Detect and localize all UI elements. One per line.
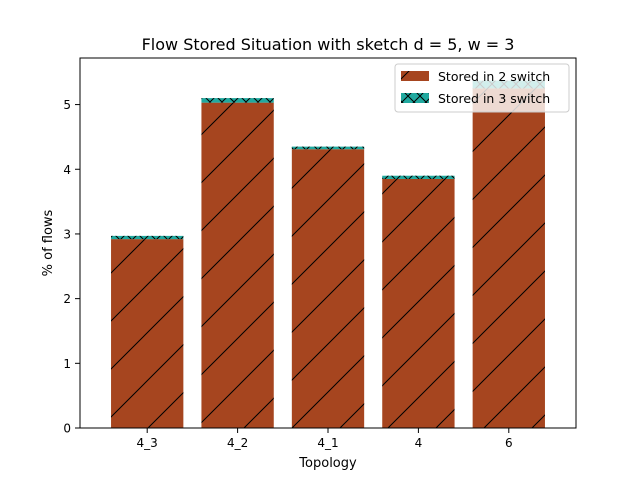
bar-1-4_3 — [111, 235, 184, 240]
y-axis-ticks: 0 1 2 3 4 5 — [63, 98, 80, 436]
bar-hatch — [111, 235, 184, 240]
legend-item-0: Stored in 2 switch — [401, 69, 550, 84]
y-tick-label: 2 — [63, 292, 71, 306]
legend-box — [394, 63, 570, 113]
legend-swatch-hatch — [401, 71, 429, 81]
bar-hatch — [291, 146, 365, 150]
bar-0-4_2 — [201, 102, 274, 428]
bar-hatch — [201, 98, 274, 103]
bar-hatch — [201, 102, 274, 428]
bar-0-4_1 — [291, 149, 365, 428]
y-axis-label: % of flows — [41, 209, 56, 276]
x-tick-label: 4_1 — [317, 436, 338, 450]
bars-group — [111, 80, 545, 428]
bar-1-4_2 — [201, 98, 274, 103]
bar-hatch — [382, 175, 455, 179]
bar-1-4_1 — [291, 146, 365, 150]
bar-1-4 — [382, 175, 455, 179]
x-tick-label: 4_3 — [137, 436, 158, 450]
legend-label: Stored in 2 switch — [438, 69, 550, 84]
y-tick-label: 0 — [63, 422, 71, 436]
x-axis-label: Topology — [298, 456, 357, 471]
x-tick-label: 6 — [505, 436, 513, 450]
y-tick-label: 3 — [63, 227, 71, 241]
bar-hatch — [472, 88, 545, 428]
bar-0-4_3 — [111, 239, 184, 428]
legend-swatch-hatch — [401, 93, 429, 103]
bar-hatch — [111, 239, 184, 428]
y-tick-label: 4 — [63, 163, 71, 177]
x-tick-label: 4_2 — [227, 436, 248, 450]
legend: Stored in 2 switch Stored in 3 switch — [394, 63, 570, 113]
legend-label: Stored in 3 switch — [438, 91, 550, 106]
bar-0-4 — [382, 178, 455, 428]
x-axis-ticks: 4_3 4_2 4_1 4 6 — [137, 428, 513, 450]
bar-0-6 — [472, 88, 545, 428]
bar-hatch — [382, 178, 455, 428]
legend-item-1: Stored in 3 switch — [401, 91, 550, 106]
bar-hatch — [291, 149, 365, 428]
x-tick-label: 4 — [415, 436, 423, 450]
y-tick-label: 5 — [63, 98, 71, 112]
y-tick-label: 1 — [63, 357, 71, 371]
chart-title: Flow Stored Situation with sketch d = 5,… — [142, 35, 515, 54]
